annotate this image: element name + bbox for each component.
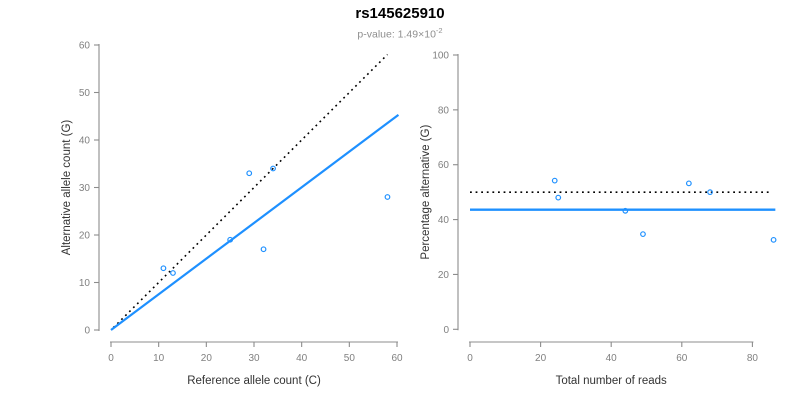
identity-line xyxy=(112,53,389,329)
x-tick-label: 40 xyxy=(296,353,308,364)
right-panel: 0 20 40 60 80 100 0 20 40 60 80 Total number of rea… xyxy=(420,51,777,387)
data-point xyxy=(170,270,176,276)
x-tick-label: 0 xyxy=(108,353,114,364)
data-point xyxy=(622,207,629,214)
y-tick-label: 20 xyxy=(79,231,91,242)
y-axis-title: Alternative allele count (G) xyxy=(61,120,73,256)
x-tick-label: 20 xyxy=(201,353,213,364)
y-tick-label: 60 xyxy=(79,41,91,52)
fit-line xyxy=(110,113,400,331)
data-point xyxy=(246,170,253,177)
left-panel: 0 10 20 30 40 50 60 0 10 20 30 40 50 60 Reference alle… xyxy=(61,41,403,388)
x-tick-label: 60 xyxy=(676,353,688,364)
y-tick-label: 60 xyxy=(438,160,450,171)
y-tick-label: 40 xyxy=(79,136,91,147)
data-point xyxy=(707,189,713,196)
y-tick-label: 40 xyxy=(438,215,450,226)
y-tick-label: 20 xyxy=(438,270,450,281)
data-point xyxy=(551,177,558,184)
x-axis-title: Total number of reads xyxy=(556,375,667,387)
data-point xyxy=(384,194,391,200)
data-point xyxy=(227,236,234,243)
data-point xyxy=(260,246,267,253)
y-tick-label: 10 xyxy=(79,278,91,289)
data-point xyxy=(640,231,646,238)
data-point xyxy=(160,265,167,272)
x-tick-label: 60 xyxy=(391,353,403,364)
data-point xyxy=(270,165,276,172)
x-tick-label: 40 xyxy=(606,353,618,364)
y-tick-label: 100 xyxy=(432,51,449,62)
x-tick-label: 50 xyxy=(344,353,356,364)
data-point xyxy=(555,194,562,201)
y-tick-label: 30 xyxy=(79,183,91,194)
data-point xyxy=(685,180,692,187)
y-tick-label: 0 xyxy=(443,325,449,336)
x-tick-label: 30 xyxy=(248,353,260,364)
x-tick-label: 20 xyxy=(535,353,547,364)
x-axis-title: Reference allele count (C) xyxy=(187,375,321,387)
x-tick-label: 80 xyxy=(747,353,759,364)
x-tick-label: 10 xyxy=(153,353,165,364)
data-point xyxy=(770,236,777,243)
x-tick-label: 0 xyxy=(467,353,473,364)
y-tick-label: 50 xyxy=(79,88,91,99)
y-tick-label: 0 xyxy=(84,326,90,337)
y-tick-label: 80 xyxy=(438,105,450,116)
y-axis-title: Percentage alternative (G) xyxy=(420,125,432,260)
